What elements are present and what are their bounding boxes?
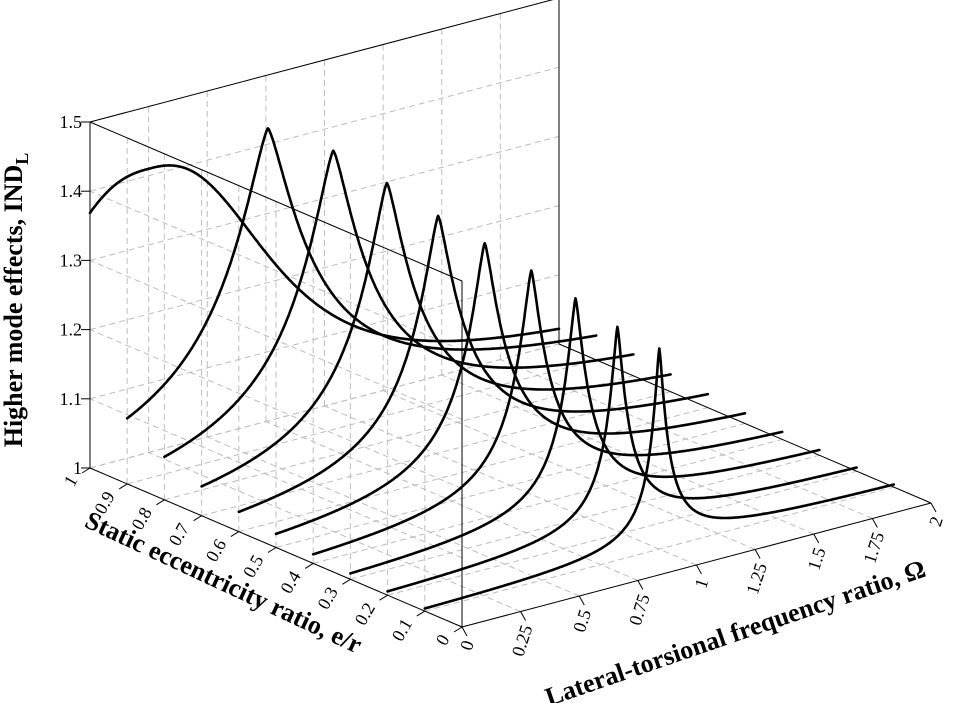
- x-tick-label: 1.25: [742, 561, 771, 597]
- y-tick-label: 0.2: [350, 599, 379, 628]
- right-wall-grid-line: [89, 66, 560, 192]
- y-tick: [342, 578, 351, 585]
- y-tick: [267, 547, 277, 553]
- x-tick: [754, 549, 761, 559]
- y-tick: [379, 594, 388, 601]
- series-line: [423, 347, 896, 610]
- right-wall-grid-line: [89, 135, 560, 261]
- x-tick-label: 1.5: [804, 545, 830, 573]
- z-tick-label: 1.5: [60, 112, 83, 132]
- floor-grid-line: [350, 454, 820, 580]
- grid-layer: [89, 0, 932, 628]
- x-tick-label: 0.5: [569, 607, 595, 635]
- y-tick: [453, 626, 463, 633]
- z-tick-label: 1: [73, 458, 82, 478]
- x-tick: [813, 533, 820, 544]
- y-tick-label: 0.1: [388, 615, 417, 644]
- x-tick: [637, 580, 644, 590]
- left-wall-grid-line: [89, 398, 463, 559]
- left-wall-grid-line: [89, 329, 463, 490]
- x-axis-label: Lateral-torsional frequency ratio, Ω: [541, 554, 929, 703]
- floor-grid-line: [275, 423, 746, 548]
- y-tick: [193, 515, 202, 522]
- x-tick-label: 0.25: [508, 623, 537, 659]
- y-tick: [304, 562, 314, 569]
- floor-grid-line: [313, 438, 783, 564]
- x-tick-label: 0: [456, 638, 478, 653]
- floor-grid-line: [238, 407, 708, 533]
- x-tick-label: 1: [691, 576, 713, 591]
- x-tick: [520, 611, 527, 621]
- z-tick-label: 1.4: [60, 181, 83, 201]
- x-tick: [930, 502, 937, 513]
- y-tick: [416, 610, 426, 617]
- top-back-edge: [89, 0, 554, 123]
- series-line: [125, 127, 598, 420]
- z-axis-label: Higher mode effects, INDL: [0, 153, 32, 448]
- floor-grid-line: [127, 359, 597, 485]
- y-tick-label: 0.3: [313, 583, 342, 612]
- x-tick-label: 0.75: [625, 592, 654, 628]
- y-tick-label: 0: [432, 631, 454, 649]
- series-line: [349, 297, 821, 575]
- series-layer: [88, 127, 896, 610]
- axes-box: [89, 0, 932, 628]
- series-line: [386, 325, 858, 593]
- y-axis-label: Static eccentricity ratio, e/r: [81, 505, 367, 659]
- x-tick: [461, 626, 468, 637]
- right-wall-grid-line: [89, 205, 560, 331]
- x-tick: [871, 518, 878, 528]
- series-line: [88, 164, 561, 343]
- x-tick-label: 2: [925, 514, 947, 529]
- z-tick-label: 1.1: [60, 389, 83, 409]
- x-tick: [696, 564, 702, 575]
- y-tick: [81, 467, 91, 474]
- y-tick: [156, 499, 165, 506]
- floor-back-edge: [558, 343, 932, 504]
- x-tick: [578, 595, 585, 606]
- x-tick-label: 1.75: [859, 530, 888, 566]
- left-wall-grid-line: [89, 259, 463, 420]
- top-left-edge: [89, 121, 463, 282]
- series-line: [200, 181, 672, 488]
- series-line: [274, 241, 747, 536]
- series-line: [311, 269, 784, 556]
- z-tick-label: 1.2: [60, 320, 83, 340]
- series-line: [163, 149, 635, 459]
- left-wall-grid-line: [89, 190, 463, 351]
- y-tick: [230, 531, 240, 538]
- y-tick: [118, 483, 128, 490]
- floor-grid-line: [424, 486, 894, 612]
- z-tick-label: 1.3: [60, 250, 83, 270]
